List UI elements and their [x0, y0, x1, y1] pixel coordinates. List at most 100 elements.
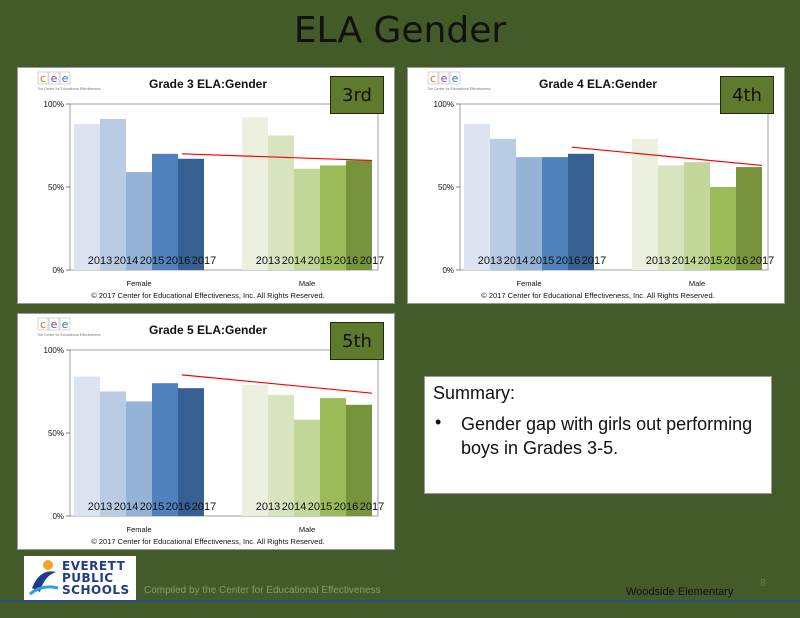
year-label: 2014	[672, 255, 696, 267]
year-label: 2017	[360, 501, 384, 513]
summary-box: Summary: • Gender gap with girls out per…	[424, 376, 772, 494]
year-label: 2014	[504, 255, 528, 267]
year-label: 2017	[192, 255, 216, 267]
female-bar	[126, 172, 152, 270]
group-label: Female	[126, 279, 151, 288]
brand-letter-box	[59, 317, 71, 331]
female-bar	[74, 376, 100, 516]
logo-line: SCHOOLS	[62, 583, 130, 597]
brand-letter-box	[438, 71, 450, 85]
brand-letter: c	[430, 72, 436, 85]
year-label: 2015	[308, 255, 332, 267]
female-bar	[100, 118, 126, 270]
brand-letter: e	[62, 318, 69, 331]
female-bar	[464, 123, 490, 270]
brand-letter-box	[427, 71, 439, 85]
year-label: 2013	[256, 255, 280, 267]
trend-line	[181, 153, 373, 162]
year-label: 2013	[646, 255, 670, 267]
male-bar	[658, 165, 684, 270]
grade-tag: 3rd	[330, 76, 384, 114]
brand-letter-box	[37, 317, 49, 331]
brand-letter-box	[59, 71, 71, 85]
brand-tagline: The Center for Educational Effectiveness	[427, 87, 491, 91]
female-bar	[100, 391, 126, 516]
chart-panel-grade5: c e e The Center for Educational Effectiven…	[17, 313, 395, 550]
logo-text: EVERETT PUBLIC SCHOOLS	[62, 560, 130, 596]
year-label: 2015	[140, 501, 164, 513]
summary-heading: Summary:	[433, 383, 516, 403]
chart-title: Grade 5 ELA:Gender	[149, 323, 267, 337]
year-label: 2015	[698, 255, 722, 267]
year-label: 2014	[282, 255, 306, 267]
chart-panel-grade4: c e e The Center for Educational Effectiven…	[407, 67, 785, 304]
male-bar	[710, 187, 736, 270]
male-bar	[684, 162, 710, 270]
y-tick-label: 50%	[438, 183, 454, 192]
female-bar	[152, 153, 178, 270]
year-label: 2017	[192, 501, 216, 513]
y-tick-label: 100%	[434, 100, 454, 109]
logo-line: PUBLIC	[62, 571, 114, 585]
trend-line	[571, 146, 763, 167]
everett-public-schools-logo: EVERETT PUBLIC SCHOOLS	[24, 556, 136, 600]
trend-line	[181, 374, 373, 394]
male-bar	[242, 384, 268, 516]
male-bar	[736, 167, 762, 270]
female-bar	[542, 157, 568, 270]
y-tick-label: 0%	[52, 512, 64, 521]
brand-letter: e	[51, 72, 58, 85]
y-tick-label: 100%	[44, 100, 64, 109]
female-bar	[178, 158, 204, 270]
chart-title: Grade 4 ELA:Gender	[539, 77, 657, 91]
group-label: Female	[516, 279, 541, 288]
runner-logo-icon	[29, 560, 59, 596]
brand-letter: c	[40, 318, 46, 331]
male-bar	[346, 160, 372, 270]
summary-bullet-row: • Gender gap with girls out performing b…	[433, 412, 763, 460]
year-label: 2013	[88, 255, 112, 267]
group-label: Male	[299, 525, 315, 534]
brand-tagline: The Center for Educational Effectiveness	[37, 333, 101, 337]
brand-letter: e	[452, 72, 459, 85]
female-bar	[178, 388, 204, 516]
year-label: 2013	[256, 501, 280, 513]
male-bar	[268, 394, 294, 516]
female-bar	[516, 157, 542, 270]
female-bar	[126, 401, 152, 516]
year-label: 2017	[582, 255, 606, 267]
chart-panel-grade3: c e e The Center for Educational Effectiven…	[17, 67, 395, 304]
page-number: 8	[760, 578, 766, 589]
male-bar	[294, 419, 320, 516]
grade-tag: 4th	[720, 76, 774, 114]
year-label: 2016	[556, 255, 580, 267]
brand-letter: e	[62, 72, 69, 85]
page-title: ELA Gender	[293, 10, 507, 51]
y-tick-label: 50%	[48, 429, 64, 438]
logo-line: EVERETT	[62, 559, 126, 573]
compiled-by-text: Compiled by the Center for Educational E…	[144, 585, 381, 596]
year-label: 2016	[166, 501, 190, 513]
brand-letter: e	[51, 318, 58, 331]
group-label: Male	[689, 279, 705, 288]
female-bar	[490, 138, 516, 270]
chart-title: Grade 3 ELA:Gender	[149, 77, 267, 91]
copyright-text: © 2017 Center for Educational Effectiven…	[91, 291, 324, 300]
y-tick-label: 0%	[442, 266, 454, 275]
brand-letter: c	[40, 72, 46, 85]
year-label: 2013	[478, 255, 502, 267]
school-name: Woodside Elementary	[626, 586, 734, 598]
male-bar	[242, 117, 268, 270]
male-bar	[268, 135, 294, 270]
y-tick-label: 0%	[52, 266, 64, 275]
year-label: 2014	[114, 501, 138, 513]
footer-divider	[0, 600, 800, 602]
copyright-text: © 2017 Center for Educational Effectiven…	[91, 537, 324, 546]
grade-tag: 5th	[330, 322, 384, 360]
brand-letter-box	[48, 71, 60, 85]
group-label: Male	[299, 279, 315, 288]
male-bar	[320, 165, 346, 270]
year-label: 2017	[360, 255, 384, 267]
year-label: 2016	[334, 255, 358, 267]
